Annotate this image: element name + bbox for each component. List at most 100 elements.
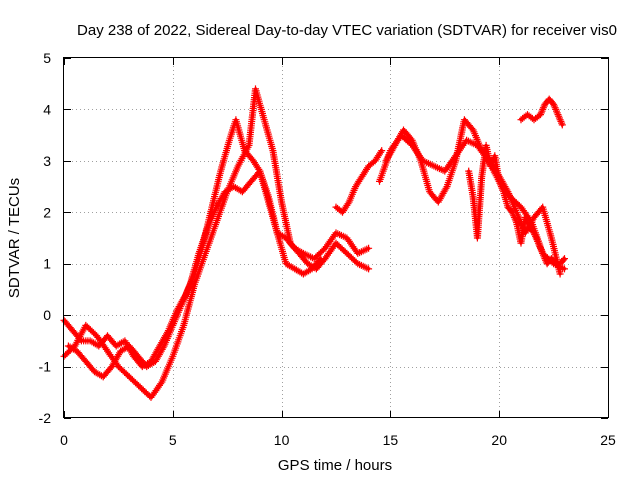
data-point [555,114,563,122]
data-point [348,254,355,262]
data-point [540,253,548,261]
data-point [499,186,507,194]
chart-title: Day 238 of 2022, Sidereal Day-to-day VTE… [77,22,617,39]
data-point [127,374,135,382]
data-point [344,200,352,208]
data-point [539,249,547,257]
x-tick-label: 15 [383,432,399,448]
data-point [551,104,559,112]
data-point [498,184,506,192]
data-point [138,385,146,393]
data-point [531,231,539,239]
data-point [530,229,538,237]
data-point [558,121,566,129]
data-point [136,383,144,391]
data-point [538,248,546,256]
data-point [539,105,547,113]
series-track-a [60,116,373,371]
data-point [554,111,562,119]
data-point [537,111,544,119]
data-point [508,208,516,216]
series-trace [62,118,371,369]
data-point [82,321,90,329]
x-tick-label: 20 [491,432,507,448]
plot-frame [63,57,609,418]
data-point [365,265,373,273]
data-point [521,213,529,221]
data-point [537,246,545,254]
data-point [142,389,150,397]
data-point [552,105,560,113]
data-point [538,107,546,115]
data-point [532,234,540,242]
data-point [86,326,94,334]
data-point [497,181,505,189]
data-point [559,256,567,264]
data-point [157,380,165,388]
x-tick-label: 25 [600,432,616,448]
series-group [60,85,568,401]
data-point [512,217,520,225]
data-point [365,244,373,252]
series-track-h [332,147,386,216]
series-track-f [465,141,568,268]
y-tick-label: 1 [43,256,51,272]
data-point [116,364,124,372]
data-point [317,255,325,263]
data-point [541,255,549,263]
data-point [132,379,139,387]
data-point [523,217,531,225]
x-tick-label: 10 [274,432,290,448]
data-point [310,255,318,263]
data-point [551,258,559,266]
y-tick-label: 2 [43,204,51,220]
data-point [487,162,494,170]
y-tick-label: 4 [43,101,51,117]
data-point [535,241,543,249]
y-tick-labels: -2 -1 0 1 2 3 4 5 [39,50,52,426]
data-point [122,370,130,378]
data-point [533,236,541,244]
data-point [536,243,544,251]
y-axis-label: SDTVAR / TECUs [6,178,23,298]
data-point [561,255,568,263]
data-point [537,244,544,252]
series-track-g [517,95,566,129]
y-tick-label: -1 [39,359,52,375]
x-axis-label: GPS time / hours [278,457,392,474]
data-point [555,112,563,120]
data-point [378,147,386,155]
series-trace [377,133,567,271]
y-tick-label: -2 [39,410,52,426]
data-point [65,348,73,356]
data-point [377,148,385,156]
data-point [332,239,340,247]
data-point [442,184,450,192]
data-point [343,249,351,257]
data-point [539,104,547,112]
data-point [510,213,518,221]
y-tick-label: 3 [43,153,51,169]
data-point [556,116,564,124]
data-point [495,177,503,185]
data-point [338,245,346,253]
data-point [550,102,558,110]
data-point [121,368,129,376]
data-point [534,237,542,245]
data-point [550,100,558,108]
data-point [316,256,323,264]
data-point [561,265,568,273]
data-point [334,241,342,249]
data-point [556,270,564,278]
data-point [524,219,531,227]
data-point [509,210,517,218]
data-point [510,212,518,220]
data-point [553,109,561,117]
data-point [524,220,532,228]
grid [64,58,608,418]
data-point [532,232,539,240]
y-tick-label: 5 [43,50,51,66]
data-point [557,117,565,125]
x-tick-label: 0 [60,432,68,448]
